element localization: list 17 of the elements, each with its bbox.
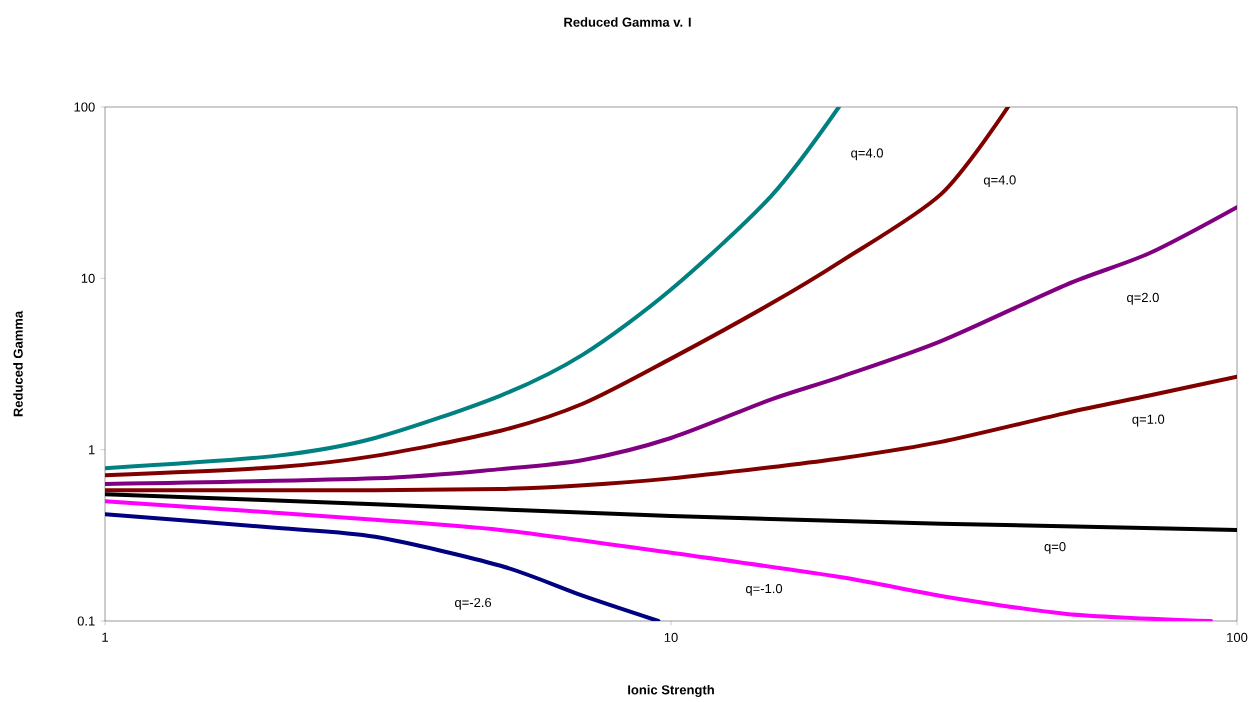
x-tick-label: 1 bbox=[102, 632, 108, 642]
x-tick-label: 10 bbox=[664, 632, 678, 642]
series-label: q=1.0 bbox=[1132, 414, 1165, 427]
text: q=2.0 bbox=[1127, 292, 1159, 305]
y-tick-label: 100 bbox=[74, 102, 95, 112]
y-axis-title: Reduced Gamma bbox=[13, 310, 23, 417]
text: q=-2.6 bbox=[455, 597, 492, 610]
x-axis-title: Ionic Strength bbox=[628, 684, 714, 698]
y-tick-label: 0.1 bbox=[77, 616, 95, 626]
y-tick-label: 1 bbox=[89, 445, 95, 455]
x-tick-label: 100 bbox=[1227, 632, 1248, 642]
text: q=4.0 bbox=[851, 148, 883, 161]
chart-title: Reduced Gamma v. I bbox=[564, 17, 691, 27]
y-tick-label: 10 bbox=[81, 273, 95, 283]
series-label: q=-1.0 bbox=[745, 583, 783, 596]
series-label: q=0 bbox=[1044, 542, 1066, 554]
series-label: q=4.0 bbox=[983, 175, 1016, 188]
